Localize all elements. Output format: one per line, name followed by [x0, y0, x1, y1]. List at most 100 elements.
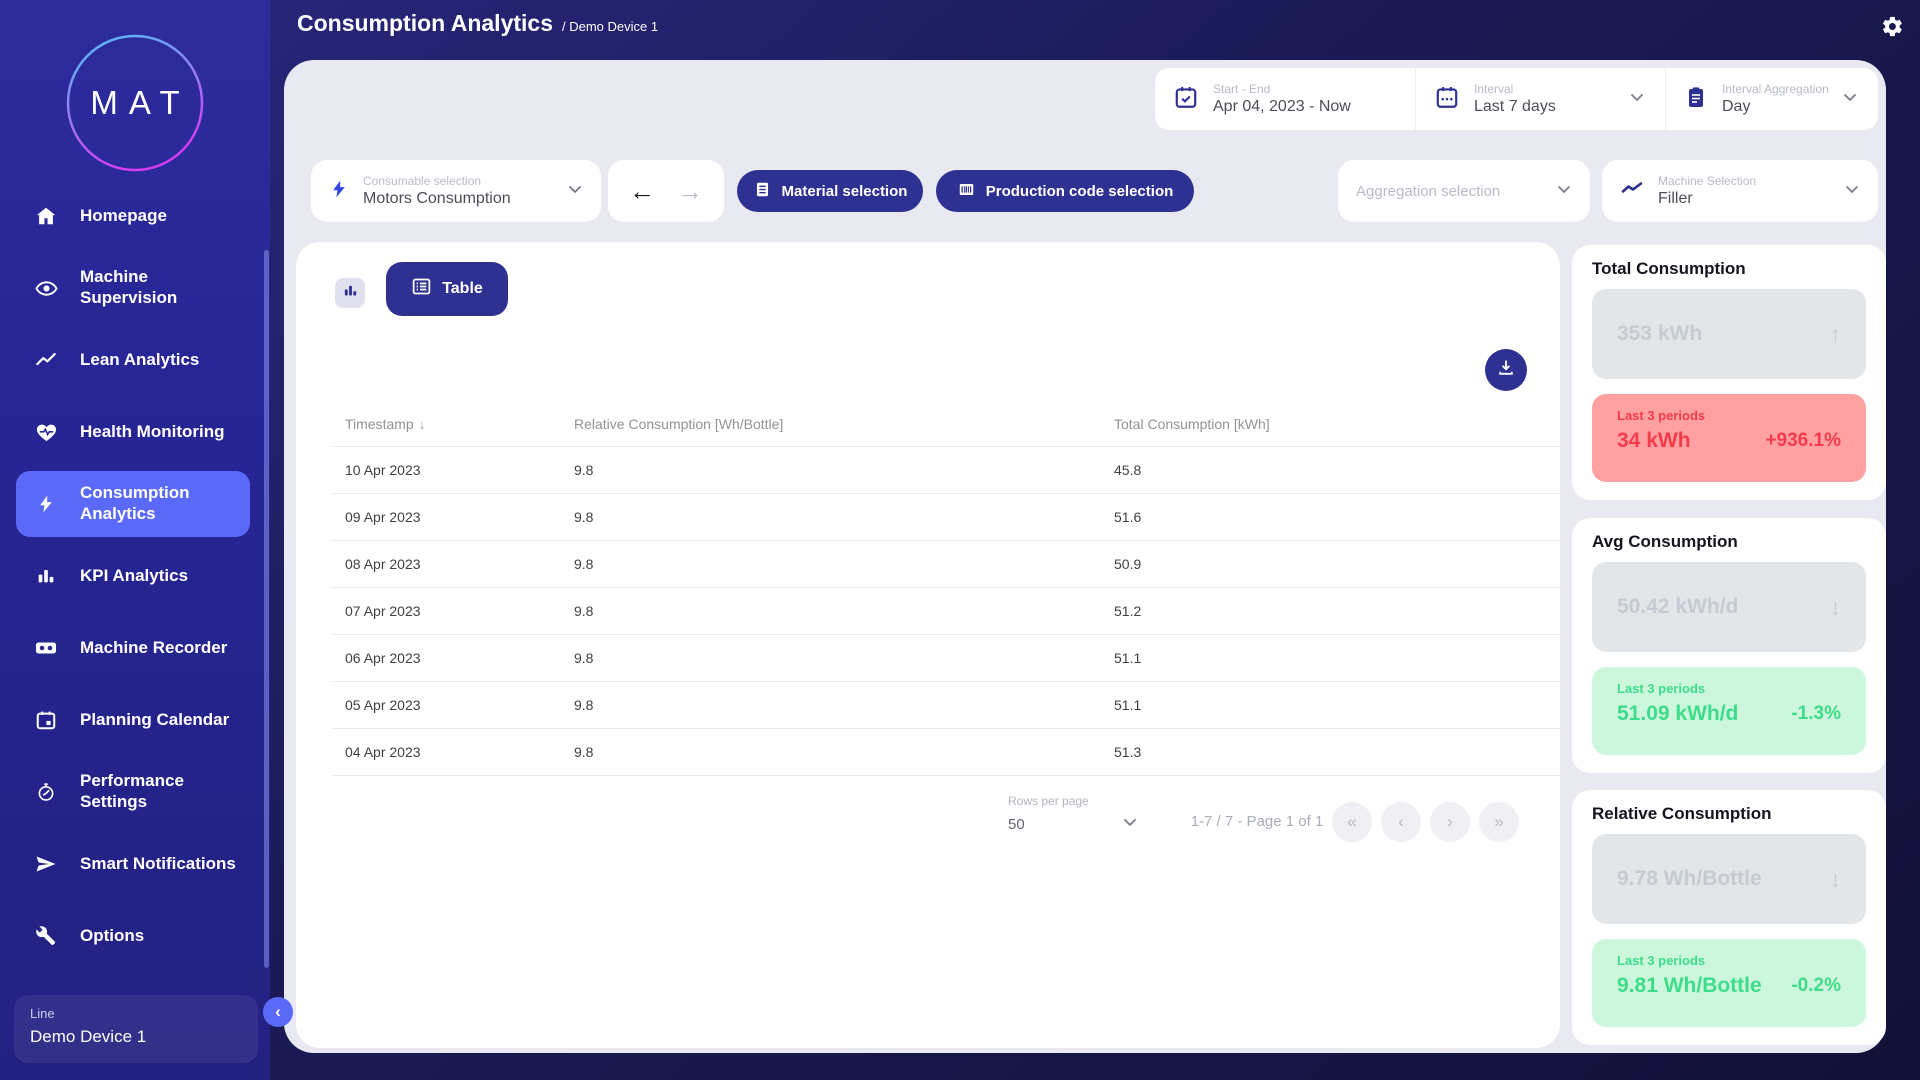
column-header-total-consumption[interactable]: Total Consumption [kWh] [1114, 416, 1270, 432]
interval-label: Interval [1474, 82, 1514, 96]
stat-period-value: 34 kWh [1617, 429, 1691, 452]
device-card-value: Demo Device 1 [30, 1027, 147, 1046]
settings-gear-icon[interactable] [1881, 15, 1904, 43]
table-view-label: Table [442, 280, 483, 297]
material-selection-button[interactable]: Material selection [737, 170, 923, 212]
previous-page-button[interactable]: ‹ [1381, 802, 1421, 842]
heart-pulse-icon [33, 421, 59, 444]
sidebar-item-label: Health Monitoring [80, 421, 225, 441]
table-list-icon [411, 276, 432, 302]
table-row[interactable]: 08 Apr 2023 9.8 50.9 [332, 540, 1564, 587]
first-page-icon: « [1347, 812, 1357, 831]
chevron-down-icon [1627, 87, 1647, 112]
stopwatch-icon [33, 781, 59, 803]
bolt-icon [329, 179, 349, 204]
stat-period-value: 9.81 Wh/Bottle [1617, 974, 1762, 997]
sidebar-item-label: Options [80, 925, 145, 945]
back-arrow-button[interactable]: ← [629, 176, 655, 206]
send-icon [33, 852, 59, 876]
table-content-card: Table Timestamp ↓ Relative Consumption [W… [296, 242, 1564, 1048]
sidebar-item-planning-calendar[interactable]: Planning Calendar [16, 684, 250, 756]
sidebar-item-options[interactable]: Options [16, 900, 250, 972]
sidebar-item-machine-supervision[interactable]: Machine Supervision [16, 252, 250, 324]
table-row[interactable]: 07 Apr 2023 9.8 51.2 [332, 587, 1564, 634]
interval-filter[interactable]: Interval Last 7 days [1415, 68, 1665, 130]
machine-selection-dropdown[interactable]: Machine Selection Filler [1602, 160, 1878, 222]
table-row[interactable]: 10 Apr 2023 9.8 45.8 [332, 446, 1564, 493]
production-code-selection-button[interactable]: Production code selection [936, 170, 1194, 212]
stat-current-value-box: 353 kWh ↑ [1592, 289, 1866, 379]
stat-title: Total Consumption [1592, 259, 1746, 278]
trend-line-icon [1620, 177, 1644, 206]
stat-period-label: Last 3 periods [1617, 681, 1706, 696]
table-view-toggle-button[interactable]: Table [386, 262, 508, 316]
download-button[interactable] [1485, 349, 1527, 391]
rows-per-page-select[interactable]: 50 [1008, 812, 1140, 837]
last-page-button[interactable]: » [1479, 802, 1519, 842]
interval-aggregation-label: Interval Aggregation [1722, 82, 1829, 96]
interval-aggregation-filter[interactable]: Interval Aggregation Day [1665, 68, 1878, 130]
table-header-row: Timestamp ↓ Relative Consumption [Wh/Bott… [332, 402, 1564, 446]
sidebar-item-lean-analytics[interactable]: Lean Analytics [16, 324, 250, 396]
next-page-button[interactable]: › [1430, 802, 1470, 842]
sidebar-item-kpi-analytics[interactable]: KPI Analytics [16, 540, 250, 612]
aggregation-selection-placeholder: Aggregation selection [1356, 182, 1501, 200]
stat-current-value: 50.42 kWh/d [1617, 595, 1739, 618]
sidebar-item-label: Consumption Analytics [80, 483, 190, 523]
calendar-check-icon [1173, 84, 1199, 115]
table-row[interactable]: 09 Apr 2023 9.8 51.6 [332, 493, 1564, 540]
stat-current-value-box: 50.42 kWh/d ↓ [1592, 562, 1866, 652]
interval-aggregation-value: Day [1722, 98, 1751, 115]
main-panel: Start - End Apr 04, 2023 - Now Interval … [284, 60, 1886, 1053]
brand-logo: MAT [65, 33, 205, 173]
sidebar-item-health-monitoring[interactable]: Health Monitoring [16, 396, 250, 468]
machine-selection-label: Machine Selection [1658, 174, 1757, 188]
page-title: Consumption Analytics [297, 10, 553, 36]
table-row[interactable]: 05 Apr 2023 9.8 51.1 [332, 681, 1564, 728]
table-row[interactable]: 06 Apr 2023 9.8 51.1 [332, 634, 1564, 681]
chevron-down-icon [1120, 812, 1140, 837]
start-end-filter[interactable]: Start - End Apr 04, 2023 - Now [1155, 68, 1415, 130]
device-card: Line Demo Device 1 [14, 995, 258, 1063]
column-header-timestamp[interactable]: Timestamp ↓ [345, 416, 426, 432]
column-header-relative-consumption[interactable]: Relative Consumption [Wh/Bottle] [574, 416, 784, 432]
rows-per-page-label: Rows per page [1008, 794, 1089, 808]
rows-per-page-control: Rows per page 50 [1008, 794, 1140, 837]
consumable-selection-label: Consumable selection [363, 174, 482, 188]
aggregation-selection-dropdown[interactable]: Aggregation selection [1338, 160, 1590, 222]
bar-chart-icon [33, 565, 59, 587]
previous-page-icon: ‹ [1398, 812, 1404, 831]
sort-desc-icon: ↓ [418, 417, 426, 432]
production-code-selection-label: Production code selection [985, 182, 1174, 200]
table-row[interactable]: 04 Apr 2023 9.8 51.3 [332, 728, 1564, 775]
sidebar-collapse-button[interactable]: ‹ [263, 997, 293, 1027]
sidebar-item-performance-settings[interactable]: Performance Settings [16, 756, 250, 828]
sidebar-item-homepage[interactable]: Homepage [16, 180, 250, 252]
chevron-down-icon [565, 179, 585, 204]
chevron-down-icon [1842, 179, 1862, 204]
wrench-icon [33, 925, 59, 947]
trend-line-icon [33, 349, 59, 371]
sidebar-item-smart-notifications[interactable]: Smart Notifications [16, 828, 250, 900]
sidebar-item-consumption-analytics[interactable]: Consumption Analytics [16, 471, 250, 537]
consumable-selection-dropdown[interactable]: Consumable selection Motors Consumption [311, 160, 601, 222]
consumption-table: Timestamp ↓ Relative Consumption [Wh/Bott… [332, 402, 1564, 776]
forward-arrow-button[interactable]: → [677, 176, 703, 206]
first-page-button[interactable]: « [1332, 802, 1372, 842]
sidebar-item-machine-recorder[interactable]: Machine Recorder [16, 612, 250, 684]
chevron-down-icon [1840, 87, 1860, 112]
sidebar-item-label: KPI Analytics [80, 565, 189, 585]
sidebar-item-label: Smart Notifications [80, 853, 236, 873]
rows-per-page-value: 50 [1008, 816, 1025, 833]
sidebar-item-label: Machine Supervision [80, 267, 178, 307]
chart-view-toggle-button[interactable] [335, 278, 365, 308]
avg-consumption-card: Avg Consumption 50.42 kWh/d ↓ Last 3 per… [1572, 518, 1886, 773]
stat-period-change: +936.1% [1765, 430, 1841, 451]
stat-period-box: Last 3 periods 34 kWh +936.1% [1592, 394, 1866, 482]
stat-title: Relative Consumption [1592, 804, 1772, 823]
start-end-value: Apr 04, 2023 - Now [1213, 98, 1351, 115]
calendar-icon [33, 709, 59, 731]
stat-period-label: Last 3 periods [1617, 408, 1706, 423]
sidebar-scrollbar[interactable] [264, 250, 269, 968]
